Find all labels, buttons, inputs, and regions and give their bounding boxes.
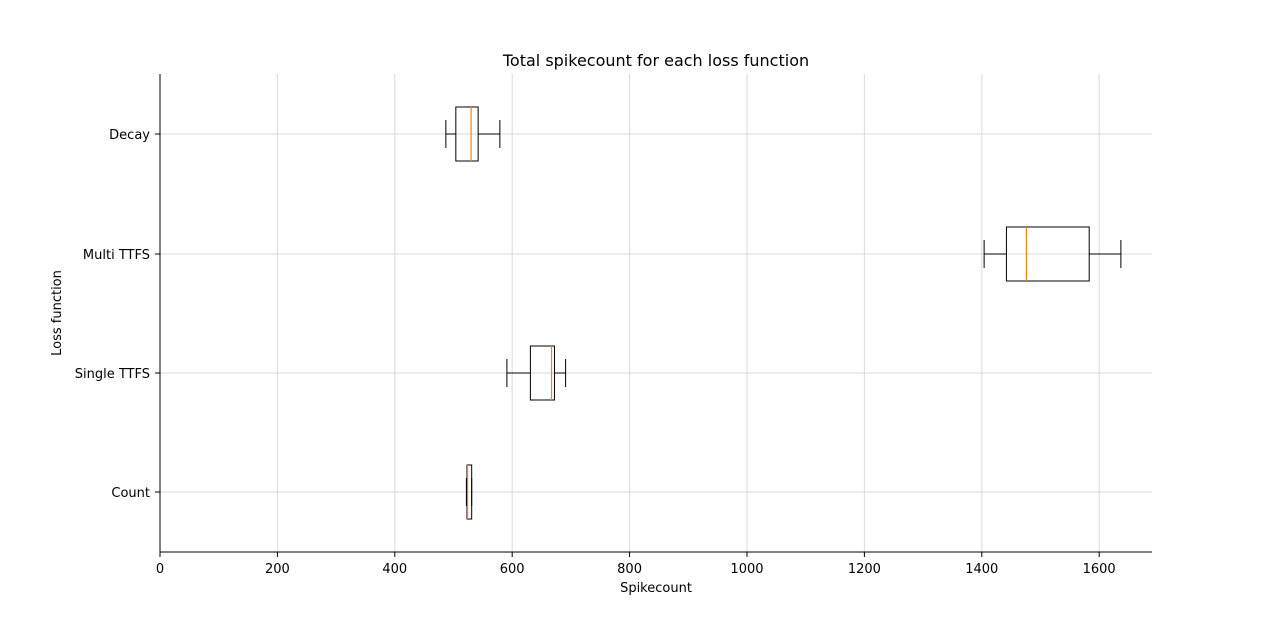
y-tick-label-1: Single TTFS — [75, 367, 150, 382]
x-tick-label-3: 600 — [500, 562, 525, 577]
y-axis-label: Loss function — [50, 270, 65, 356]
x-axis-label: Spikecount — [620, 581, 692, 596]
iqr-box — [455, 106, 479, 162]
x-tick-label-2: 400 — [382, 562, 407, 577]
iqr-box — [1005, 226, 1090, 282]
iqr-box — [529, 345, 555, 401]
x-tick-label-0: 0 — [156, 562, 164, 577]
y-ticks: Count Single TTFS Multi TTFS Decay — [75, 128, 160, 501]
chart-title: Total spikecount for each loss function — [502, 51, 809, 70]
y-tick-label-3: Decay — [109, 128, 150, 143]
grid — [159, 74, 1152, 552]
box-single-ttfs — [506, 345, 567, 401]
boxes — [445, 106, 1122, 520]
box-decay — [445, 106, 501, 162]
x-ticks: 0 200 400 600 800 1000 1200 1400 1600 — [156, 552, 1116, 577]
x-tick-label-5: 1000 — [730, 562, 763, 577]
y-tick-label-2: Multi TTFS — [83, 248, 150, 263]
y-tick-label-0: Count — [111, 486, 150, 501]
box-count — [465, 464, 473, 520]
x-tick-label-8: 1600 — [1083, 562, 1116, 577]
x-tick-label-6: 1200 — [848, 562, 881, 577]
x-tick-label-4: 800 — [617, 562, 642, 577]
x-tick-label-1: 200 — [265, 562, 290, 577]
x-tick-label-7: 1400 — [965, 562, 998, 577]
box-multi-ttfs — [983, 226, 1122, 282]
